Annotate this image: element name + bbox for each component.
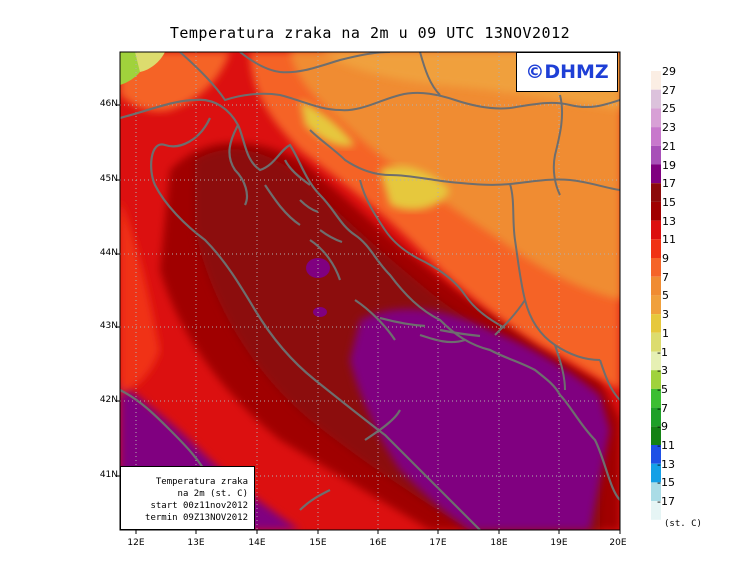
legend-swatch [651,276,661,296]
legend-swatch [651,351,661,371]
legend-label: -13 [657,457,675,471]
legend-label: -3 [657,364,668,378]
legend-swatch [651,314,661,333]
legend-swatch [651,220,661,240]
lat-label-43n: 43N [99,321,118,331]
legend-label: 3 [662,308,669,322]
legend-label: -17 [657,495,675,509]
lon-label-20e: 20E [609,538,627,548]
legend-swatch [651,445,661,464]
legend-swatch [651,89,661,109]
legend-label: -5 [657,382,668,396]
legend-swatch [651,295,661,315]
lat-label-46n: 46N [99,99,118,109]
legend-swatch [651,164,661,184]
legend-swatch [651,370,661,389]
legend-swatch [651,332,661,352]
legend-label: 5 [662,289,669,303]
lon-label-14e: 14E [248,538,266,548]
legend-swatch [651,127,661,146]
legend-label: 11 [662,233,676,247]
info-box: Temperatura zraka na 2m (st. C) start 00… [120,466,255,530]
legend-color-bar [651,71,661,520]
legend-label: 25 [662,102,676,116]
lon-label-15e: 15E [309,538,327,548]
legend-swatch [651,258,661,277]
legend-label: 19 [662,158,676,172]
info-line-4: termin 09Z13NOV2012 [145,513,248,523]
lon-label-19e: 19E [550,538,568,548]
dhmz-badge: ©DHMZ [516,52,618,92]
info-line-1: Temperatura zraka [155,477,248,487]
legend-swatch [651,482,661,502]
legend-label: 29 [662,65,676,78]
lat-label-44n: 44N [99,248,118,258]
legend-label: 7 [662,270,669,284]
info-line-2: na 2m (st. C) [177,489,248,499]
lat-label-41n: 41N [99,470,118,480]
legend-label: -15 [657,476,675,490]
axis-ticks [116,104,621,534]
lon-label-12e: 12E [127,538,145,548]
lon-label-13e: 13E [187,538,205,548]
lat-label-45n: 45N [99,174,118,184]
map-title: Temperatura zraka na 2m u 09 UTC 13NOV20… [169,24,571,42]
legend-label: 23 [662,121,676,135]
lon-label-16e: 16E [369,538,387,548]
legend-label: 15 [662,195,676,209]
legend-swatch [651,108,661,128]
legend-label: 9 [662,252,669,265]
legend-label: 17 [662,177,676,191]
legend-label: 13 [662,214,676,228]
legend-label: 21 [662,139,676,153]
legend-label: -11 [657,439,675,452]
legend-swatch [651,145,661,165]
legend-swatch [651,71,661,90]
legend-label: 1 [662,326,669,340]
legend-swatch [651,388,661,408]
legend-swatch [651,501,661,520]
lat-label-42n: 42N [99,395,118,405]
legend-swatch [651,201,661,221]
legend-label: -1 [657,345,668,359]
legend-swatch [651,407,661,427]
legend-swatch [651,183,661,202]
map-frame [119,51,621,531]
info-line-3: start 00z11nov2012 [150,501,248,511]
lon-label-17e: 17E [429,538,447,548]
coastlines [120,98,620,530]
legend-swatch [651,463,661,483]
legend-label: 27 [662,83,676,97]
legend-label: -7 [657,401,668,415]
country-borders [179,52,620,401]
legend-swatch [651,239,661,258]
legend-swatch [651,426,661,445]
legend-unit: (st. C) [664,519,702,529]
lon-label-18e: 18E [490,538,508,548]
legend-label: -9 [657,420,668,434]
